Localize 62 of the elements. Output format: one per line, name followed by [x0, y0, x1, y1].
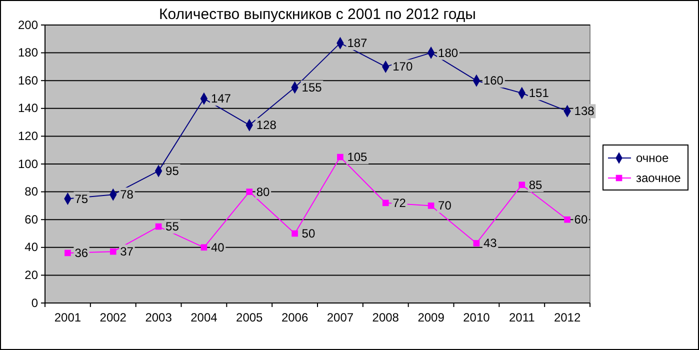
y-tick-label: 160	[18, 73, 38, 88]
legend-label: заочное	[636, 171, 682, 185]
data-label: 78	[120, 188, 134, 202]
data-label: 36	[74, 246, 88, 260]
y-tick-label: 200	[18, 18, 38, 32]
data-label: 55	[166, 220, 180, 234]
point	[64, 250, 71, 256]
data-label: 43	[483, 236, 498, 250]
x-tick-label: 2007	[326, 310, 354, 325]
point	[382, 200, 389, 206]
data-label: 60	[574, 212, 588, 227]
data-label: 180	[438, 46, 458, 60]
y-tick-label: 80	[24, 184, 38, 199]
data-label: 155	[302, 80, 322, 95]
y-tick-label: 0	[31, 296, 38, 310]
x-tick-label: 2001	[54, 310, 82, 325]
legend-label: очное	[636, 151, 669, 165]
data-label: 151	[528, 86, 550, 100]
point	[428, 202, 434, 209]
point	[564, 216, 570, 223]
data-label: 187	[347, 36, 368, 50]
data-label: 72	[392, 196, 406, 210]
y-tick-label: 180	[18, 46, 38, 60]
point	[292, 230, 298, 237]
y-tick-label: 120	[18, 129, 38, 144]
x-tick-label: 2012	[554, 310, 581, 325]
point	[337, 154, 344, 160]
chart-title: Количество выпускников с 2001 по 2012 годы	[159, 6, 476, 23]
data-label: 95	[166, 164, 180, 178]
data-label: 70	[438, 198, 452, 213]
data-label: 170	[392, 60, 413, 74]
x-tick-label: 2004	[190, 310, 218, 325]
data-label: 128	[256, 118, 277, 132]
y-tick-label: 60	[24, 212, 38, 226]
x-tick-label: 2008	[372, 310, 400, 325]
data-label: 85	[528, 178, 543, 192]
data-label: 138	[574, 104, 595, 118]
point	[473, 240, 480, 246]
point	[246, 188, 253, 195]
data-label: 37	[120, 244, 134, 259]
y-tick-label: 100	[18, 156, 38, 171]
data-label: 160	[483, 74, 504, 88]
x-tick-label: 2011	[508, 310, 536, 325]
y-tick-label: 140	[18, 101, 38, 116]
data-label: 147	[210, 92, 232, 106]
x-tick-label: 2009	[418, 310, 445, 325]
x-tick-label: 2002	[100, 310, 127, 325]
point	[155, 223, 162, 230]
y-tick-label: 20	[24, 268, 38, 282]
point	[110, 248, 116, 255]
data-label: 75	[74, 192, 88, 206]
x-tick-label: 2003	[145, 310, 172, 325]
data-label: 80	[256, 184, 270, 199]
point	[518, 182, 526, 188]
data-label: 50	[302, 226, 316, 240]
y-tick-label: 40	[24, 240, 38, 254]
data-label: 40	[210, 240, 225, 254]
point	[200, 244, 208, 251]
x-tick-label: 2010	[463, 310, 490, 325]
x-tick-label: 2005	[236, 310, 264, 325]
data-label: 105	[347, 150, 368, 164]
x-tick-label: 2006	[281, 310, 308, 325]
